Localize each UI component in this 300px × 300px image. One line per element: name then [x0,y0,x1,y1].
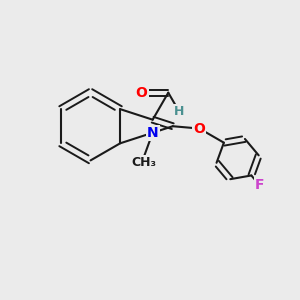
Text: N: N [147,126,158,140]
Text: CH₃: CH₃ [132,156,157,169]
Text: F: F [255,178,264,192]
Text: O: O [194,122,205,136]
Text: H: H [174,105,184,118]
Text: O: O [136,86,148,100]
